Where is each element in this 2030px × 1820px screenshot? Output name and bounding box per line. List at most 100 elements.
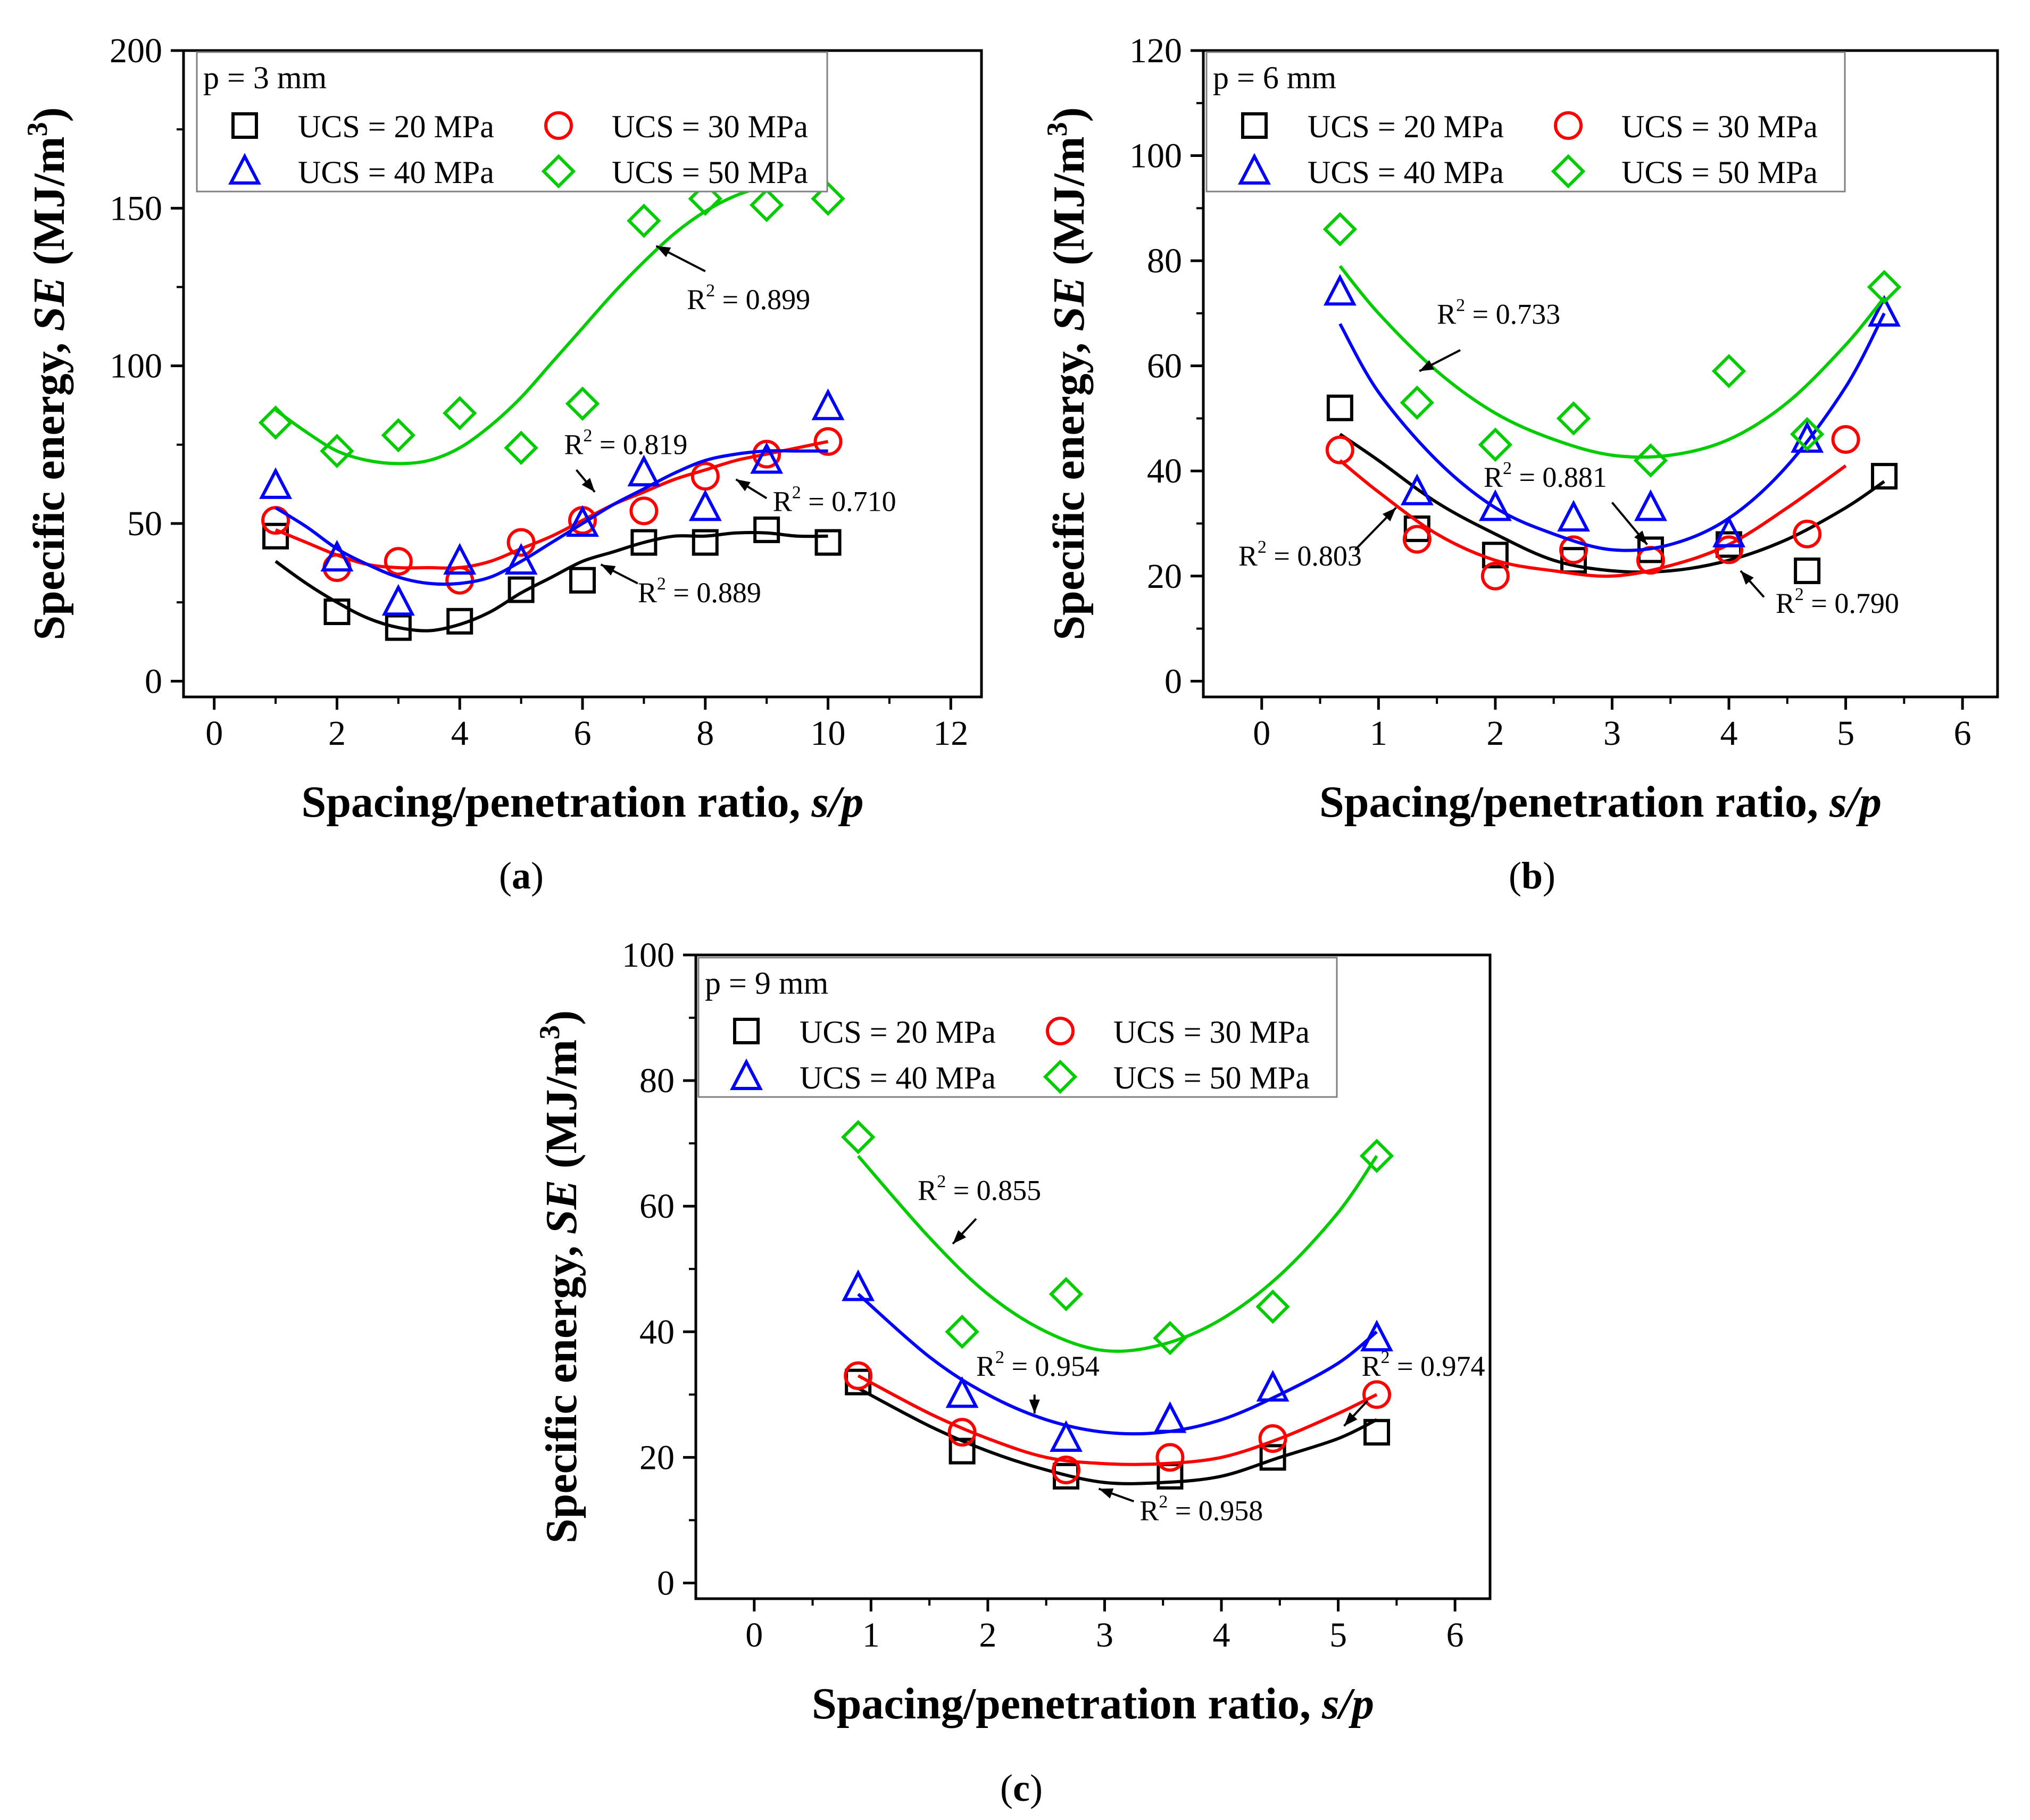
- y-tick-label: 150: [110, 189, 162, 228]
- r2-annotation: R2 = 0.958: [1098, 1487, 1263, 1526]
- data-point: [1867, 270, 1902, 304]
- y-axis-title-unit: (MJ/m: [1044, 136, 1094, 277]
- r2-label: R2 = 0.881: [1484, 459, 1607, 493]
- data-point: [446, 608, 473, 635]
- data-point: [1557, 500, 1590, 532]
- legend-marker: [1238, 153, 1271, 185]
- legend-label: UCS = 20 MPa: [1308, 109, 1504, 144]
- caption-close: ): [531, 854, 544, 897]
- series-circle: [1325, 425, 1860, 591]
- y-tick-label: 40: [639, 1312, 675, 1351]
- r2-arrow-head: [1029, 1399, 1040, 1414]
- data-point: [1790, 417, 1825, 452]
- series-diamond: [841, 1120, 1394, 1356]
- y-axis-title: Specific energy, SE (MJ/m3): [534, 1010, 586, 1543]
- r2-value: = 0.803: [1267, 540, 1362, 572]
- data-point: [841, 1120, 876, 1154]
- x-tick-label: 8: [696, 714, 714, 753]
- data-point: [1360, 1319, 1393, 1352]
- data-point: [629, 496, 659, 526]
- r2-arrow-head: [581, 478, 595, 492]
- data-point: [320, 539, 354, 572]
- x-axis-title-prefix: Spacing/penetration ratio,: [301, 777, 811, 827]
- data-point: [949, 1437, 976, 1465]
- data-point: [381, 584, 415, 616]
- data-point: [1831, 425, 1860, 454]
- r2-symbol: R: [1437, 298, 1456, 330]
- data-point: [811, 181, 845, 216]
- y-axis-title-unit: (MJ/m: [537, 1040, 586, 1180]
- legend-marker: [1554, 111, 1583, 140]
- legend-marker: [231, 112, 258, 139]
- legend-box: [196, 51, 828, 193]
- data-point: [1794, 557, 1821, 584]
- x-tick-label: 6: [574, 714, 592, 753]
- caption-letter: c: [1013, 1767, 1030, 1809]
- y-tick-label: 100: [622, 936, 675, 975]
- x-axis-title-symbol: s/p: [1321, 1679, 1374, 1728]
- y-tick-label: 20: [639, 1438, 675, 1477]
- data-point: [1323, 273, 1357, 306]
- y-axis-title-unit: (MJ/m: [24, 136, 74, 277]
- legend-marker: [730, 1058, 763, 1090]
- data-point: [1480, 561, 1510, 591]
- data-point: [506, 528, 536, 557]
- data-point: [1633, 443, 1668, 478]
- legend: p = 3 mm UCS = 20 MPa UCS = 30 MPa UCS = 40…: [196, 51, 828, 193]
- x-axis-title-symbol: s/p: [1829, 777, 1882, 827]
- r2-symbol: R: [1139, 1494, 1159, 1526]
- r2-label: R2 = 0.899: [687, 281, 810, 315]
- data-point: [750, 442, 784, 474]
- y-axis-title-close: ): [24, 107, 74, 122]
- x-tick-label: 2: [328, 714, 346, 753]
- data-point: [811, 388, 845, 420]
- x-tick-label: 0: [205, 714, 223, 753]
- r2-label: R2 = 0.790: [1776, 585, 1899, 619]
- y-tick-label: 60: [1147, 347, 1182, 386]
- legend-label: UCS = 50 MPa: [612, 155, 808, 190]
- x-tick-label: 4: [1720, 714, 1738, 753]
- data-point: [1634, 489, 1667, 521]
- data-point: [566, 505, 599, 537]
- r2-arrow-head: [953, 1230, 967, 1244]
- r2-label: R2 = 0.803: [1238, 537, 1362, 572]
- fit-curve: [857, 1374, 1378, 1466]
- caption-open: (: [1509, 854, 1521, 897]
- r2-value: = 0.855: [946, 1174, 1041, 1206]
- data-point: [565, 386, 600, 421]
- data-point: [1363, 1419, 1391, 1446]
- legend-label: UCS = 30 MPa: [1621, 109, 1818, 144]
- x-axis-title: Spacing/penetration ratio, s/p: [812, 1679, 1374, 1728]
- r2-symbol: R: [687, 284, 706, 315]
- data-point: [323, 598, 351, 625]
- data-point: [1153, 1320, 1187, 1356]
- r2-value: = 0.710: [801, 485, 896, 517]
- r2-label: R2 = 0.889: [638, 574, 761, 609]
- panel-caption: (c): [1000, 1767, 1043, 1809]
- fit-curve: [1339, 459, 1847, 578]
- legend-marker: [1046, 1017, 1075, 1045]
- r2-exp: 2: [583, 426, 592, 446]
- y-axis-title: Specific energy, SE (MJ/m3): [1041, 107, 1094, 640]
- x-axis-title-symbol: s/p: [811, 777, 863, 827]
- r2-value: = 0.899: [715, 284, 810, 315]
- r2-arrow-head: [1383, 508, 1396, 521]
- data-point: [814, 529, 842, 556]
- data-point: [1322, 212, 1358, 247]
- legend-marker: [733, 1018, 760, 1044]
- data-point: [443, 543, 477, 575]
- r2-exp: 2: [657, 574, 666, 594]
- data-point: [1715, 535, 1744, 564]
- x-tick-label: 1: [862, 1616, 880, 1655]
- legend-marker: [1043, 1059, 1078, 1094]
- data-point: [1362, 1380, 1392, 1409]
- series-triangle: [259, 388, 845, 616]
- x-tick-label: 6: [1954, 714, 1971, 753]
- legend-label: UCS = 20 MPa: [800, 1015, 996, 1050]
- caption-open: (: [499, 854, 512, 897]
- legend-title: p = 3 mm: [203, 60, 327, 95]
- data-point: [688, 489, 722, 521]
- r2-arrow-head: [656, 246, 671, 257]
- legend-marker: [1241, 112, 1268, 139]
